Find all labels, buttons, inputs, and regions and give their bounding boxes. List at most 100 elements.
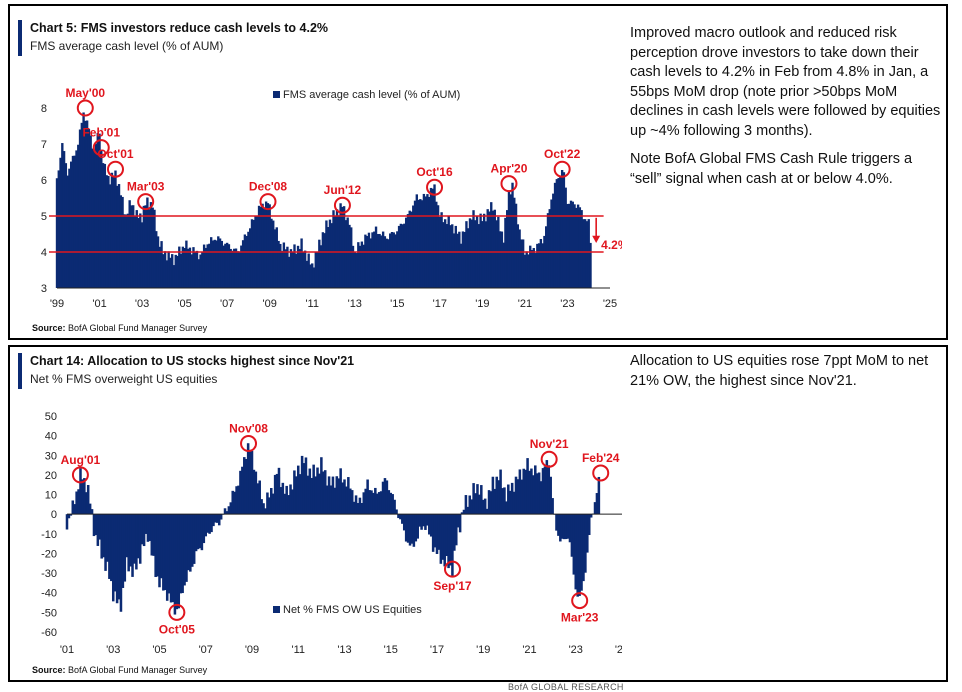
chart-bar [79, 468, 82, 515]
chart-bar [488, 211, 491, 288]
chart-bar [491, 476, 495, 515]
chart-bar [374, 226, 378, 288]
chart-bar [142, 205, 146, 288]
chart-bar [309, 264, 312, 288]
x-tick-label: '09 [245, 644, 259, 656]
title-accent-bar [18, 353, 22, 389]
chart-bar [513, 197, 516, 288]
chart-bar [238, 251, 241, 288]
chart-bar [376, 234, 379, 288]
chart-bar [482, 213, 486, 288]
chart-bar [125, 514, 129, 558]
chart-bar [387, 490, 391, 515]
chart-bar [249, 228, 252, 288]
chart-bar [200, 514, 204, 551]
chart-bar [351, 245, 355, 288]
chart-bar [348, 224, 351, 288]
chart-bar [160, 514, 163, 579]
chart-bar [428, 196, 431, 288]
chart-bar [461, 231, 465, 288]
chart-bar [286, 246, 289, 288]
source-text: BofA Global Fund Manager Survey [68, 665, 208, 675]
chart-bar [314, 476, 317, 515]
chart-bar [270, 487, 273, 515]
chart-bar [435, 514, 439, 554]
chart-bar [414, 514, 418, 542]
chart-bar [142, 514, 146, 547]
chart-bar [344, 220, 348, 288]
chart-bar [128, 200, 131, 288]
chart-bar [587, 514, 591, 535]
chart-bar [86, 485, 90, 515]
chart-bar [426, 194, 429, 288]
commentary-paragraph: Improved macro outlook and reduced risk … [630, 25, 941, 139]
chart-bar [364, 234, 367, 288]
chart-bar [352, 501, 356, 515]
chart-bar [151, 207, 154, 288]
x-tick-label: '13 [337, 644, 351, 656]
chart-bar [266, 492, 269, 515]
chart-bar [275, 473, 279, 515]
x-tick-label: '19 [476, 644, 490, 656]
peak-label: Feb'01 [82, 126, 120, 140]
chart-bar [508, 490, 512, 515]
peak-label: Dec'08 [249, 180, 288, 194]
peak-circle [553, 160, 571, 178]
chart-bar [470, 499, 473, 515]
chart-bar [78, 129, 82, 288]
chart-bar [415, 194, 418, 288]
chart-bar [156, 514, 159, 577]
extreme-circle [592, 464, 610, 482]
chart-bar [578, 207, 582, 288]
chart-bar [210, 237, 213, 288]
chart-bar [521, 239, 525, 288]
chart-bar [503, 487, 506, 515]
x-tick-label: '03 [106, 644, 120, 656]
chart-bar [149, 202, 153, 288]
chart-bar [215, 240, 218, 288]
chart-bar [468, 218, 472, 288]
chart-bar [92, 514, 96, 537]
chart-bar [424, 196, 427, 288]
chart-bar [156, 236, 160, 288]
chart-bar [580, 210, 583, 288]
chart-bar [570, 514, 574, 557]
y-tick-label: 4 [41, 247, 47, 259]
chart-bar [401, 224, 404, 288]
chart-source: Source: BofA Global Fund Manager Survey [32, 665, 207, 675]
chart-bar [272, 220, 275, 288]
chart-bar [368, 490, 371, 515]
chart-bar [190, 514, 194, 567]
chart-bar [100, 514, 103, 559]
y-tick-label: 3 [41, 283, 47, 295]
chart-bar [320, 457, 323, 515]
chart-bar [289, 484, 292, 515]
chart-bar [185, 514, 188, 582]
source-label: Source: [32, 323, 66, 333]
chart-bar [389, 492, 393, 515]
chart-bar [110, 172, 114, 288]
chart-bar [566, 514, 570, 539]
chart-bar [451, 514, 454, 577]
chart-bar [114, 170, 117, 288]
chart-bar [89, 135, 92, 288]
chart-bar [474, 220, 477, 288]
chart-bar [410, 514, 414, 544]
chart-bar [451, 224, 454, 288]
legend-label: FMS average cash level (% of AUM) [283, 89, 460, 101]
chart-bar [82, 112, 85, 288]
chart-bar [512, 491, 516, 515]
chart-bar [586, 514, 589, 553]
chart-bar [77, 489, 80, 515]
chart-bar [520, 479, 524, 515]
chart-bar [541, 243, 544, 288]
x-tick-label: '13 [348, 298, 362, 310]
chart-bar [202, 514, 206, 544]
chart-bar [501, 488, 504, 515]
peak-circle [137, 193, 155, 211]
chart-bar [410, 211, 413, 288]
chart-subtitle: FMS average cash level (% of AUM) [30, 39, 224, 53]
chart-bar [155, 231, 158, 288]
x-tick-label: '07 [220, 298, 234, 310]
chart-bar [331, 476, 335, 515]
